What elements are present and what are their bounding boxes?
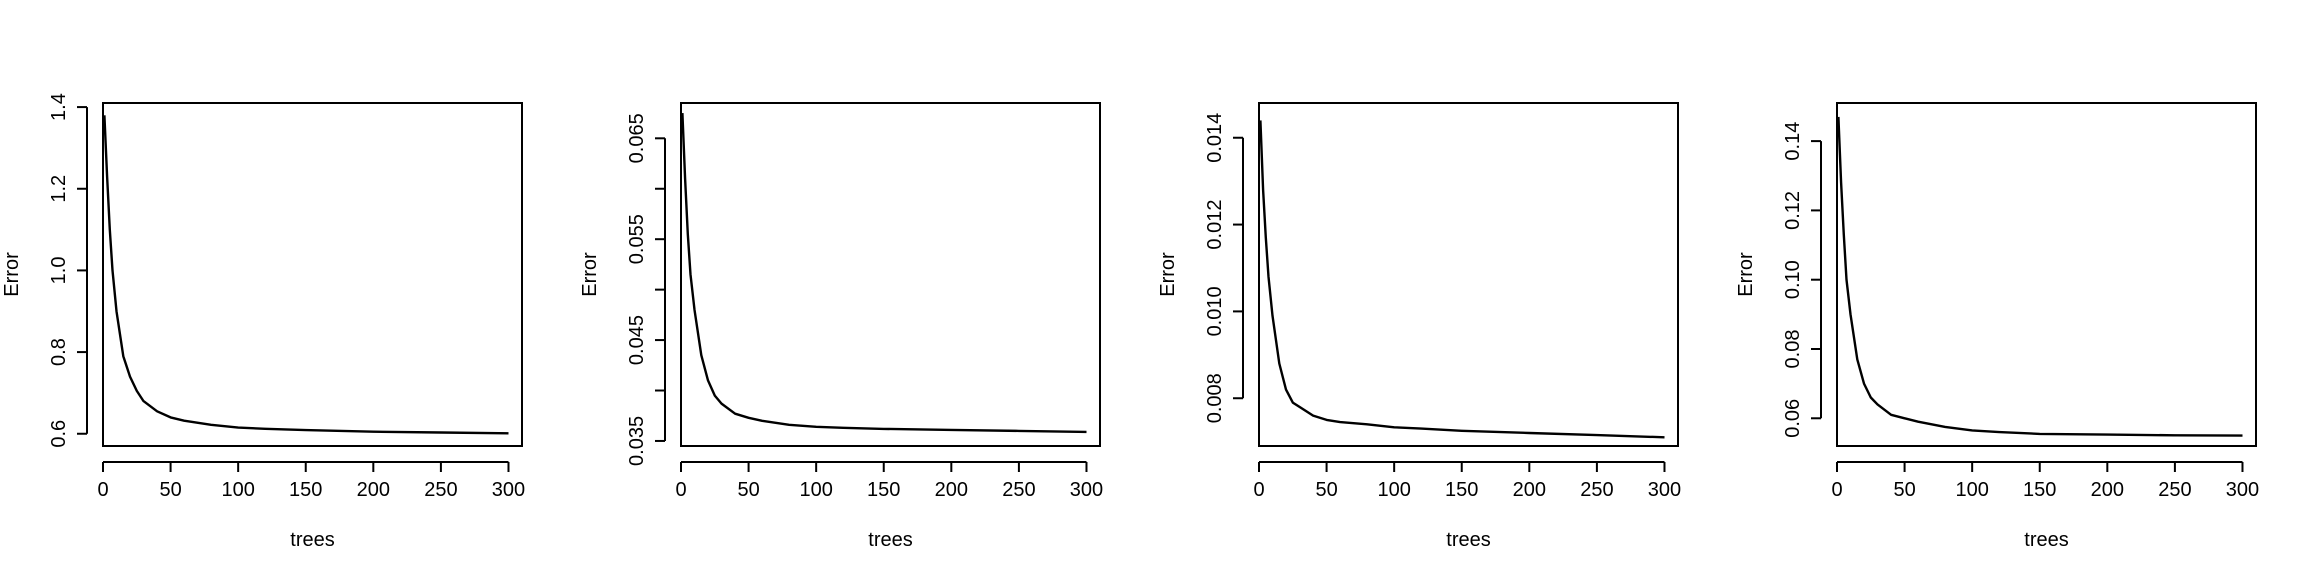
plot-frame [680,102,1101,447]
y-tick-label: 0.12 [1782,191,1804,230]
y-tick-label: 0.6 [48,420,70,448]
x-tick-label: 50 [1315,479,1337,501]
x-tick-label: 0 [675,479,686,501]
x-tick-label: 50 [737,479,759,501]
y-tick-label: 0.06 [1782,399,1804,438]
x-tick-label: 100 [1377,479,1410,501]
x-tick-label: 0 [1253,479,1264,501]
y-tick-label: 1.0 [48,257,70,285]
y-tick-label: 0.045 [626,315,648,365]
x-tick-label: 300 [492,479,525,501]
x-tick-label: 150 [2023,479,2056,501]
plot-frame [102,102,523,447]
y-axis-title: Error [579,252,601,297]
error-series-line [681,113,1087,434]
x-tick-label: 50 [1893,479,1915,501]
y-axis: 0.008 0.010 0.012 0.014 [1204,113,1244,423]
y-axis-title: Error [1735,252,1757,297]
y-axis: 0.06 0.08 0.10 0.12 0.14 [1782,122,1822,438]
y-tick-label: 0.08 [1782,330,1804,369]
y-tick-label: 0.10 [1782,260,1804,299]
y-axis-title: Error [1,252,23,297]
y-tick-label: 0.065 [626,113,648,163]
plot-panel-3: 0 50 100 150 200 250 300trees0.0080.0100.0120.… [1157,102,1681,551]
plot-frame [1836,102,2257,447]
error-series-line [103,115,509,435]
plot-panel-4: 0 50 100 150 200 250 300trees0.060.080.100.120… [1735,102,2259,551]
x-tick-label: 150 [1445,479,1478,501]
x-axis: 0 50 100 150 200 250 300 [675,461,1103,501]
x-tick-label: 50 [159,479,181,501]
x-tick-label: 250 [1580,479,1613,501]
x-tick-label: 0 [1831,479,1842,501]
x-axis: 0 50 100 150 200 250 300 [97,461,525,501]
x-tick-label: 100 [1955,479,1988,501]
x-tick-label: 300 [1648,479,1681,501]
x-tick-label: 300 [2226,479,2259,501]
plot-frame [1258,102,1679,447]
y-tick-label: 0.012 [1204,200,1226,250]
x-tick-label: 250 [1002,479,1035,501]
error-series-line [1837,116,2243,437]
x-axis-title: trees [868,529,912,551]
x-tick-label: 100 [799,479,832,501]
y-tick-label: 0.055 [626,214,648,264]
y-tick-label: 0.8 [48,338,70,366]
x-axis: 0 50 100 150 200 250 300 [1831,461,2259,501]
x-tick-label: 0 [97,479,108,501]
y-tick-label: 1.4 [48,93,70,121]
x-tick-label: 300 [1070,479,1103,501]
plot-panel-1: 0 50 100 150 200 250 300 trees 0.6 0.8 1.0 1.2 1.4 Er… [1,93,525,551]
x-tick-label: 200 [935,479,968,501]
y-tick-label: 0.035 [626,416,648,466]
x-tick-label: 200 [2091,479,2124,501]
y-axis: 0.035 0.045 0.055 0.065 [626,113,666,466]
y-tick-label: 0.014 [1204,113,1226,163]
x-tick-label: 150 [867,479,900,501]
x-axis-title: trees [1446,529,1490,551]
y-tick-label: 0.14 [1782,122,1804,161]
plot-panel-2: 0 50 100 150 200 250 300trees0.0350.0450.0550.… [579,102,1103,551]
x-tick-label: 150 [289,479,322,501]
x-tick-label: 200 [357,479,390,501]
x-axis-title: trees [2024,529,2068,551]
x-tick-label: 250 [424,479,457,501]
y-tick-label: 1.2 [48,175,70,203]
x-axis: 0 50 100 150 200 250 300 [1253,461,1681,501]
x-tick-label: 250 [2158,479,2191,501]
x-tick-label: 200 [1513,479,1546,501]
y-axis: 0.6 0.8 1.0 1.2 1.4 [48,93,88,448]
y-tick-label: 0.008 [1204,373,1226,423]
x-tick-label: 100 [221,479,254,501]
x-axis-title: trees [290,529,334,551]
y-tick-label: 0.010 [1204,286,1226,336]
error-series-line [1259,120,1665,439]
y-axis-title: Error [1157,252,1179,297]
